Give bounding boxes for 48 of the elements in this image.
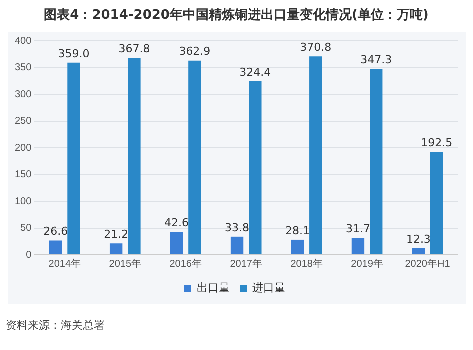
legend-label: 出口量	[197, 282, 230, 295]
text: 28.1	[285, 224, 310, 238]
text: 347.3	[360, 54, 392, 67]
bar	[170, 232, 184, 254]
y-tick-label: 300	[14, 89, 32, 100]
x-tick-label: 2016年	[170, 258, 202, 270]
bar	[188, 60, 202, 254]
x-tick-label: 2014年	[48, 258, 82, 270]
bar	[68, 62, 80, 254]
y-tick-label: 200	[14, 142, 32, 154]
text: 33.8	[225, 221, 250, 234]
text: 362.9	[179, 45, 211, 58]
y-tick-label: 100	[14, 196, 32, 208]
y-tick-label: 150	[14, 170, 32, 180]
y-tick-label: 250	[14, 116, 32, 127]
text: 42.6	[164, 216, 190, 230]
text: 324.4	[240, 66, 272, 79]
text: 资料来源：海关总署	[6, 318, 105, 333]
x-tick-label: 2015年	[109, 258, 142, 270]
bar	[291, 240, 304, 254]
text: 26.6	[44, 225, 68, 238]
y-tick-label: 50	[20, 223, 32, 234]
bar	[310, 56, 322, 254]
text: 31.7	[346, 222, 370, 236]
bar	[230, 236, 244, 254]
text: 21.2	[104, 228, 129, 242]
y-tick-label: 400	[14, 36, 32, 47]
bar	[249, 81, 262, 254]
bar	[110, 244, 123, 254]
legend-label: 进口量	[252, 282, 286, 295]
bar	[430, 152, 444, 254]
x-tick-label: 2020年H1	[405, 258, 451, 270]
y-tick-label: 350	[14, 62, 32, 74]
bar	[412, 248, 426, 254]
x-tick-label: 2018年	[290, 258, 323, 270]
bar	[50, 240, 62, 254]
x-tick-label: 2019年	[351, 258, 384, 270]
bar	[352, 238, 365, 254]
text: 367.8	[118, 42, 150, 56]
bar	[370, 69, 383, 254]
text: 12.3	[406, 232, 431, 246]
x-tick-label: 2017年	[230, 258, 262, 270]
y-tick-label: 0	[26, 250, 32, 261]
text: 370.8	[300, 40, 332, 54]
text: 192.5	[421, 136, 453, 150]
bar	[128, 58, 141, 254]
chart-title: 图表4：2014-2020年中国精炼铜进出口量变化情况(单位：万吨)	[43, 6, 430, 25]
text: 359.0	[58, 47, 90, 60]
